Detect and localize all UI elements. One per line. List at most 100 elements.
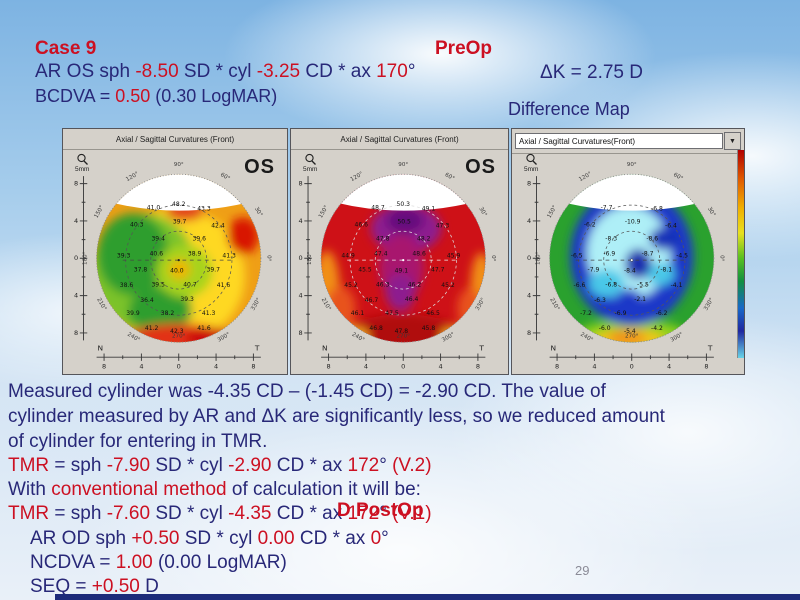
svg-text:N: N <box>551 344 557 353</box>
svg-text:270°: 270° <box>625 334 639 340</box>
svg-text:120°: 120° <box>578 171 593 183</box>
magnifier-icon <box>77 153 88 165</box>
svg-text:90°: 90° <box>174 162 184 168</box>
svg-text:42.3: 42.3 <box>170 328 184 335</box>
map-panel-difference: Axial / Sagittal Curvatures(Front) ▼ <box>511 128 745 375</box>
svg-text:90°: 90° <box>398 162 408 168</box>
svg-text:39.7: 39.7 <box>207 266 221 273</box>
svg-text:-7.9: -7.9 <box>588 266 600 273</box>
svg-text:330°: 330° <box>250 297 262 312</box>
svg-text:150°: 150° <box>93 205 105 220</box>
svg-text:-5.4: -5.4 <box>624 328 636 335</box>
svg-text:30°: 30° <box>253 206 263 218</box>
map-type-dropdown[interactable]: Axial / Sagittal Curvatures(Front) <box>515 133 723 149</box>
svg-text:4: 4 <box>74 217 78 225</box>
svg-text:47.5: 47.5 <box>385 310 399 317</box>
svg-text:4: 4 <box>592 362 596 370</box>
svg-text:-4.1: -4.1 <box>671 282 683 289</box>
svg-text:49.1: 49.1 <box>395 267 409 274</box>
svg-text:-6.9: -6.9 <box>603 250 615 257</box>
svg-text:40.6: 40.6 <box>150 250 164 257</box>
svg-text:-6.8: -6.8 <box>605 281 617 288</box>
svg-text:-2.1: -2.1 <box>634 296 646 303</box>
ar-refraction-line: AR OS sph -8.50 SD * cyl -3.25 CD * ax 1… <box>35 61 416 82</box>
measured-text-line-3: of cylinder for entering in TMR. <box>8 431 268 452</box>
svg-text:4: 4 <box>667 362 671 370</box>
map-panel-2: Axial / Sagittal Curvatures (Front) <box>290 128 509 375</box>
topography-map-1: 41.0 48.2 43.3 40.3 39.7 42.4 39.4 39.6 39.3 40.6… <box>74 162 271 371</box>
tmr-v1-line: TMR = sph -7.60 SD * cyl -4.35 CD * ax 1… <box>8 503 432 524</box>
svg-text:41.0: 41.0 <box>147 205 161 212</box>
map-panel-3-header: Axial / Sagittal Curvatures(Front) ▼ <box>512 129 744 154</box>
svg-text:4: 4 <box>139 362 143 370</box>
svg-text:-6.2: -6.2 <box>584 222 596 229</box>
svg-text:40.3: 40.3 <box>130 222 144 229</box>
svg-text:47.3: 47.3 <box>436 222 450 229</box>
svg-text:0: 0 <box>74 254 78 262</box>
svg-text:38.6: 38.6 <box>120 282 134 289</box>
topography-panels: Axial / Sagittal Curvatures (Front) <box>62 128 745 375</box>
svg-text:46.2: 46.2 <box>408 281 422 288</box>
svg-text:46.8: 46.8 <box>369 325 383 332</box>
svg-text:60°: 60° <box>672 172 684 182</box>
svg-text:4: 4 <box>298 217 302 225</box>
zoom-level-label: 5mm <box>303 166 318 173</box>
svg-text:30°: 30° <box>477 206 487 218</box>
delta-k-value: ΔK = 2.75 D <box>540 62 643 83</box>
svg-text:47.8: 47.8 <box>395 328 409 335</box>
svg-text:46.4: 46.4 <box>405 296 419 303</box>
svg-text:-5.5: -5.5 <box>637 281 649 288</box>
svg-text:240°: 240° <box>351 332 366 344</box>
svg-text:-6.8: -6.8 <box>651 206 663 213</box>
svg-text:-8.7: -8.7 <box>642 250 654 257</box>
svg-text:4: 4 <box>214 362 218 370</box>
svg-text:60°: 60° <box>219 172 231 182</box>
postop-overlay-label: D PostOp <box>337 500 424 521</box>
map-type-dropdown-value: Axial / Sagittal Curvatures(Front) <box>519 136 636 146</box>
svg-text:45.8: 45.8 <box>422 325 436 332</box>
svg-text:-6.2: -6.2 <box>656 310 668 317</box>
chevron-down-icon: ▼ <box>729 137 736 145</box>
svg-text:-7.2: -7.2 <box>580 310 592 317</box>
svg-text:48.7: 48.7 <box>371 205 385 212</box>
svg-text:180°: 180° <box>535 251 541 265</box>
zoom-level-label: 5mm <box>524 166 539 173</box>
svg-text:4: 4 <box>364 362 368 370</box>
svg-text:-10.9: -10.9 <box>625 219 641 226</box>
eye-label: OS <box>244 156 275 178</box>
svg-text:46.7: 46.7 <box>365 297 379 304</box>
svg-text:39.6: 39.6 <box>193 236 207 243</box>
tmr-v2-line: TMR = sph -7.90 SD * cyl -2.90 CD * ax 1… <box>8 455 432 476</box>
map-panel-2-body: 48.7 50.3 49.1 46.6 50.5 47.3 47.8 48.2 44.9 47.4… <box>291 150 508 374</box>
case-title: Case 9 <box>35 38 97 59</box>
svg-text:0: 0 <box>177 362 181 370</box>
topography-map-difference: -7.7 -6.8 -6.2 -10.9 -6.4 -8.3 -8.6 -6.5 -6.9 -8.… <box>527 162 724 371</box>
svg-text:38.2: 38.2 <box>161 310 175 317</box>
svg-text:8: 8 <box>74 329 78 337</box>
svg-text:-8.4: -8.4 <box>624 267 636 274</box>
svg-text:39.3: 39.3 <box>117 252 131 259</box>
svg-text:48.2: 48.2 <box>417 236 431 243</box>
svg-text:45.2: 45.2 <box>441 282 455 289</box>
svg-text:46.1: 46.1 <box>351 310 365 317</box>
svg-text:30°: 30° <box>706 206 716 218</box>
svg-text:0: 0 <box>527 254 531 262</box>
svg-text:43.3: 43.3 <box>197 206 211 213</box>
measured-text-line-2: cylinder measured by AR and ΔK are signi… <box>8 406 665 427</box>
svg-text:41.3: 41.3 <box>202 310 216 317</box>
svg-text:36.4: 36.4 <box>140 297 154 304</box>
page-number: 29 <box>575 563 590 578</box>
dropdown-arrow-button[interactable]: ▼ <box>724 132 741 150</box>
svg-text:50.5: 50.5 <box>397 219 411 226</box>
svg-text:48.2: 48.2 <box>172 201 186 208</box>
svg-text:41.6: 41.6 <box>197 325 211 332</box>
topography-map-2: 48.7 50.3 49.1 46.6 50.5 47.3 47.8 48.2 44.9 47.4… <box>298 162 495 371</box>
svg-text:45.9: 45.9 <box>447 252 461 259</box>
svg-text:48.6: 48.6 <box>412 250 426 257</box>
svg-text:180°: 180° <box>307 251 313 265</box>
svg-text:-6.0: -6.0 <box>599 325 611 332</box>
svg-text:330°: 330° <box>703 297 715 312</box>
svg-text:0: 0 <box>298 254 302 262</box>
svg-text:38.9: 38.9 <box>188 250 202 257</box>
